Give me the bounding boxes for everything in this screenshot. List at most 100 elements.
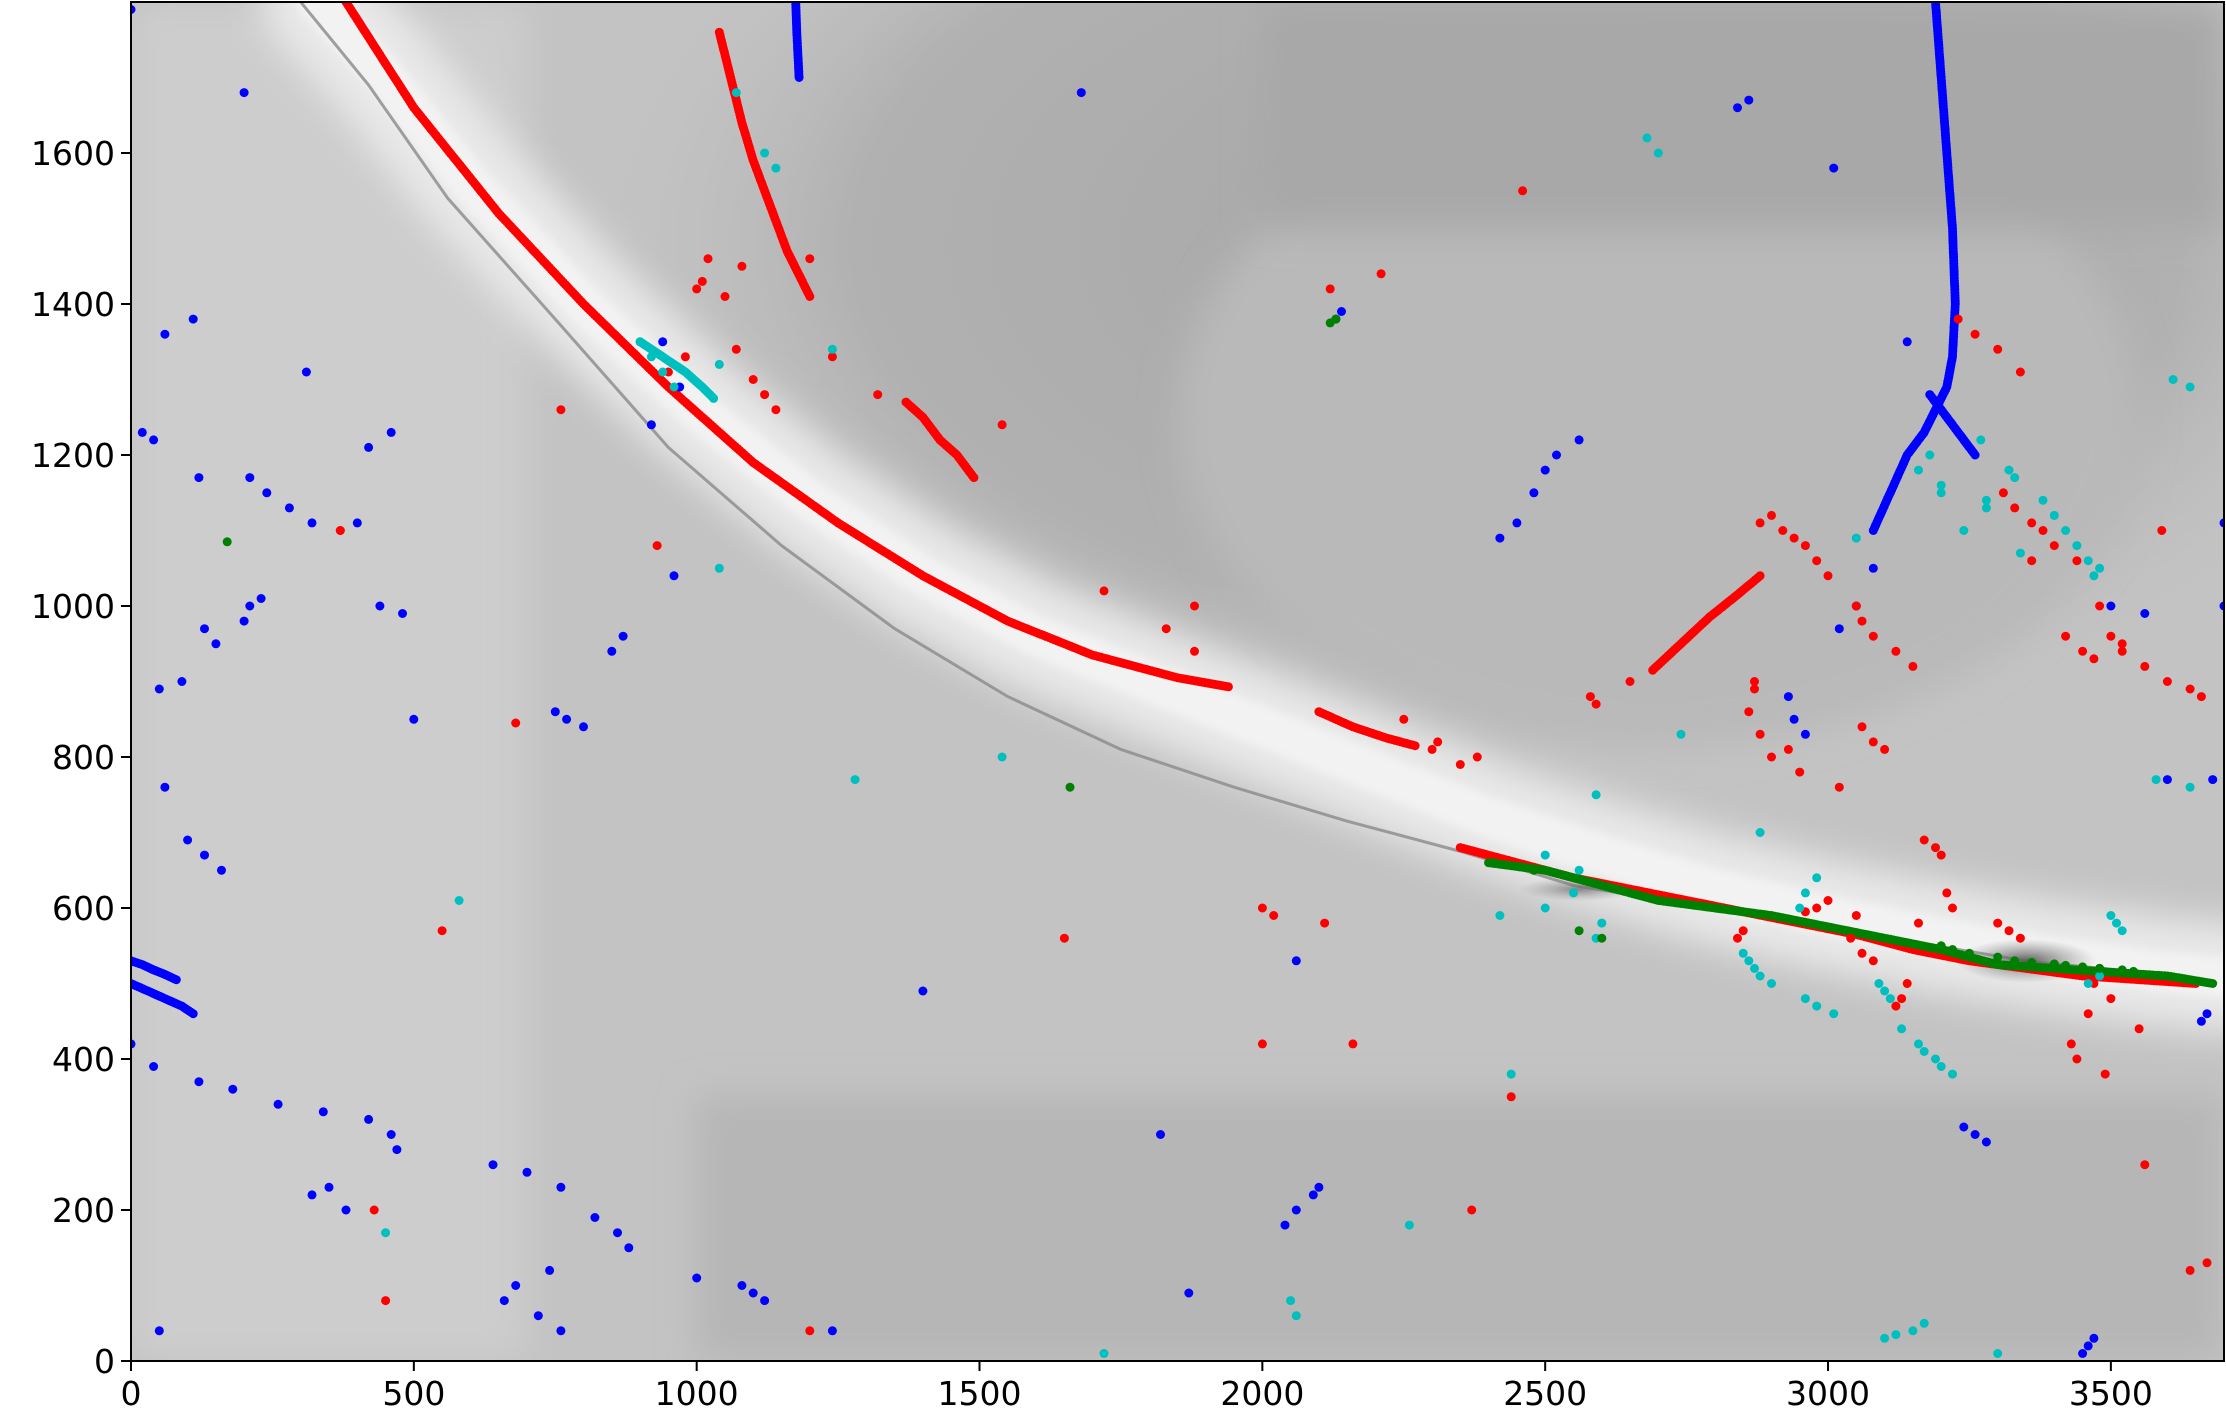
data-point [1823, 896, 1833, 905]
data-point [1653, 148, 1663, 158]
x-tick-label: 1000 [655, 1374, 739, 1413]
data-point [2185, 782, 2195, 792]
data-point [1868, 526, 1878, 535]
data-point [2208, 775, 2218, 785]
data-point [454, 896, 464, 905]
data-point [364, 442, 374, 452]
data-point [1257, 1039, 1267, 1049]
data-point [222, 537, 232, 547]
y-tick-label: 600 [52, 889, 115, 928]
data-point [2089, 571, 2099, 581]
x-tick-label: 3000 [1786, 1374, 1870, 1413]
y-tick-label: 1600 [31, 134, 115, 173]
data-point [2027, 556, 2037, 566]
data-point [1190, 601, 1199, 611]
data-point [1591, 790, 1601, 800]
data-point [550, 707, 560, 717]
data-point [997, 420, 1007, 430]
x-tick-label: 2000 [1220, 1374, 1304, 1413]
data-point [1291, 1205, 1301, 1215]
data-point [1676, 729, 1686, 739]
data-point [375, 601, 385, 611]
data-point [703, 254, 713, 264]
data-point [2072, 556, 2082, 566]
data-point [1574, 926, 1584, 936]
data-point [556, 1326, 566, 1336]
data-point [318, 1107, 328, 1117]
data-point [2129, 966, 2138, 976]
data-point [805, 254, 815, 264]
data-point [131, 1039, 136, 1049]
data-point [488, 1160, 498, 1170]
data-point [2049, 510, 2059, 520]
data-point [1936, 850, 1946, 860]
data-point [771, 405, 781, 415]
data-point [1789, 714, 1799, 724]
data-point [1099, 586, 1109, 596]
data-point [1625, 677, 1635, 686]
data-point [2168, 375, 2178, 384]
data-point [131, 5, 136, 14]
data-point [1981, 1137, 1991, 1147]
data-point [1857, 722, 1867, 732]
data-point [692, 284, 702, 294]
data-point [1919, 835, 1929, 845]
data-point [217, 865, 226, 875]
data-point [1733, 933, 1742, 943]
data-point [1868, 956, 1878, 966]
scatter-green [222, 314, 2138, 976]
data-point [1897, 1024, 1907, 1034]
data-point [1891, 646, 1901, 656]
data-point [1868, 737, 1878, 747]
data-point [1529, 865, 1539, 875]
data-point [2117, 926, 2127, 936]
data-point [1750, 677, 1759, 686]
y-tick-label: 1000 [31, 587, 115, 626]
data-point [149, 1062, 159, 1071]
data-point [499, 1296, 509, 1306]
data-point [1993, 918, 2003, 928]
data-point [1552, 450, 1561, 460]
data-point [2083, 979, 2093, 988]
data-point [2004, 926, 2014, 936]
data-point [709, 393, 719, 403]
data-point [1518, 186, 1528, 196]
data-point [2106, 911, 2116, 920]
data-point [714, 563, 724, 573]
data-point [1812, 556, 1822, 566]
scatter-blue [131, 5, 2224, 1358]
data-point [760, 148, 770, 158]
data-point [1642, 133, 1652, 143]
data-point [364, 1114, 374, 1124]
data-point [2162, 677, 2172, 686]
data-point [398, 609, 407, 618]
data-point [1948, 903, 1957, 913]
data-point [352, 518, 362, 528]
data-point [1540, 465, 1550, 475]
data-point [2027, 957, 2037, 967]
data-point [720, 292, 730, 301]
track-green-11 [1484, 858, 2218, 988]
x-axis: 0 500 1000 1500 2000 2500 3000 3500 [121, 1361, 2153, 1413]
data-point [618, 631, 628, 641]
data-point [1399, 714, 1409, 724]
data-point [1506, 1092, 1516, 1102]
data-point [194, 1077, 204, 1087]
data-point [1868, 563, 1878, 573]
data-point [160, 329, 170, 339]
data-point [2095, 563, 2105, 573]
data-point [1427, 744, 1437, 754]
data-point [805, 1326, 815, 1336]
data-point [381, 1296, 391, 1306]
data-point [307, 1190, 317, 1200]
data-point [511, 718, 521, 728]
data-point [1897, 994, 1907, 1004]
data-point [2202, 1009, 2212, 1019]
data-point [2095, 963, 2105, 973]
data-point [1998, 488, 2008, 498]
data-point [1320, 918, 1330, 928]
track-red-1 [714, 27, 815, 301]
data-point [1348, 1039, 1358, 1049]
data-point [1331, 314, 1341, 324]
data-point [2083, 1009, 2093, 1019]
